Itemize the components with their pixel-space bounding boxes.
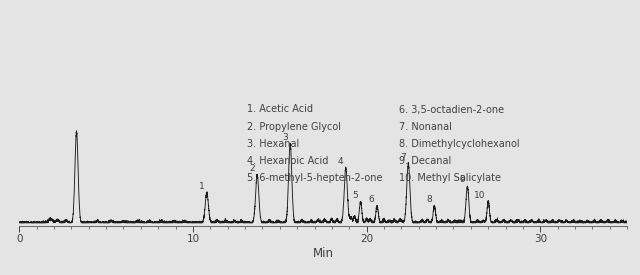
Text: 8: 8 xyxy=(426,196,432,204)
Text: 5: 5 xyxy=(352,191,358,200)
Text: 7: 7 xyxy=(400,153,406,162)
Text: 10. Methyl Salicylate: 10. Methyl Salicylate xyxy=(399,173,501,183)
Text: 8. Dimethylcyclohexanol: 8. Dimethylcyclohexanol xyxy=(399,139,520,148)
X-axis label: Min: Min xyxy=(313,247,333,260)
Text: 6: 6 xyxy=(369,196,374,204)
Text: 9. Decanal: 9. Decanal xyxy=(399,156,451,166)
Text: 4: 4 xyxy=(337,157,343,166)
Text: 2. Propylene Glycol: 2. Propylene Glycol xyxy=(247,122,341,131)
Text: 1. Acetic Acid: 1. Acetic Acid xyxy=(247,104,313,114)
Text: 3: 3 xyxy=(282,133,287,142)
Text: 9: 9 xyxy=(459,175,465,185)
Text: 1: 1 xyxy=(198,182,204,191)
Text: 10: 10 xyxy=(474,191,485,200)
Text: 4. Hexanoic Acid: 4. Hexanoic Acid xyxy=(247,156,328,166)
Text: 2: 2 xyxy=(249,164,255,173)
Text: 7. Nonanal: 7. Nonanal xyxy=(399,122,452,131)
Text: 3. Hexanal: 3. Hexanal xyxy=(247,139,300,148)
Text: 5. 6-methyl-5-hepten-2-one: 5. 6-methyl-5-hepten-2-one xyxy=(247,173,383,183)
Text: 6. 3,5-octadien-2-one: 6. 3,5-octadien-2-one xyxy=(399,104,504,114)
